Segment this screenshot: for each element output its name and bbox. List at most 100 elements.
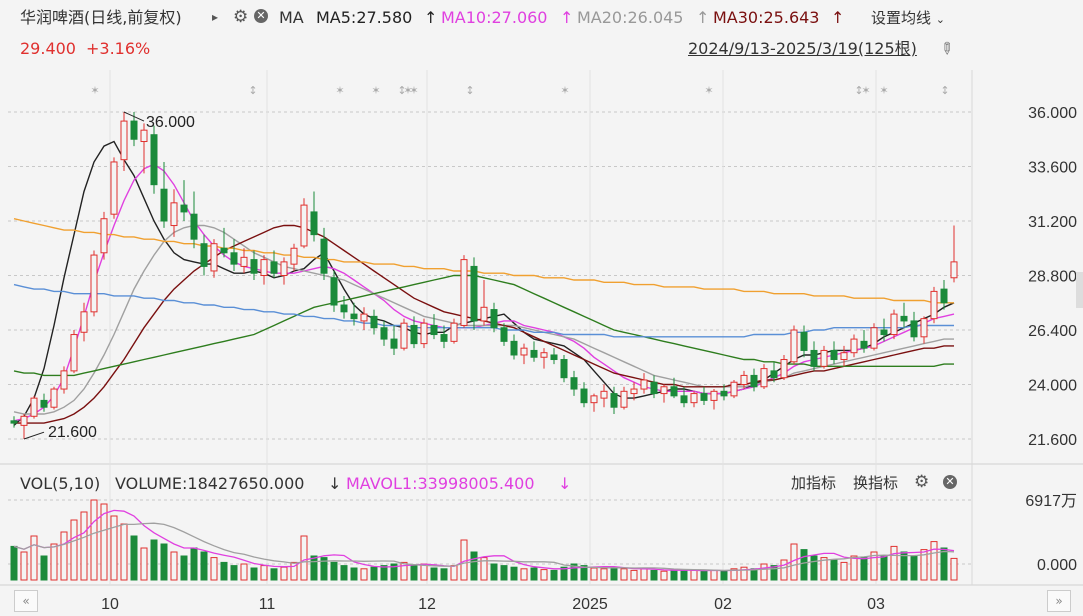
- volume-bar: [600, 568, 608, 581]
- candle-body: [420, 322, 428, 345]
- volume-bar: [150, 539, 158, 581]
- price-tick-label: 24.000: [1028, 378, 1077, 395]
- candle-body: [120, 120, 128, 161]
- gear-icon[interactable]: ⚙: [233, 7, 249, 27]
- candle-body: [570, 377, 578, 390]
- candle-body: [630, 388, 638, 395]
- switch-indicator-button[interactable]: 换指标: [853, 474, 899, 492]
- candle-body: [530, 349, 538, 358]
- candle-body: [720, 390, 728, 397]
- candle-body: [280, 261, 288, 276]
- volume-bar: [680, 569, 688, 581]
- candle-body: [780, 359, 788, 379]
- volume-bar: [260, 565, 268, 581]
- caret-right-icon[interactable]: ▸: [212, 10, 219, 24]
- set-ma-button[interactable]: 设置均线 ⌄: [871, 9, 946, 27]
- candle-body: [920, 318, 928, 338]
- volume-bar: [850, 555, 858, 581]
- x-axis-label: 12: [418, 596, 436, 613]
- candle-body: [370, 315, 378, 329]
- candle-body: [390, 338, 398, 349]
- date-range: 2024/9/13-2025/3/19(125根): [688, 39, 917, 58]
- scroll-right-button[interactable]: »: [1047, 590, 1071, 612]
- volume-bar: [280, 566, 288, 581]
- volume-gear-icon[interactable]: ⚙: [914, 472, 930, 492]
- volume-bar: [230, 565, 238, 581]
- candle-body: [710, 390, 718, 401]
- volume-bar: [490, 563, 498, 581]
- volume-tick-label: 0.000: [1037, 557, 1077, 574]
- x-axis-label: 2025: [572, 596, 608, 613]
- ma5-value: MA5:27.580: [316, 8, 413, 27]
- volume-bar: [270, 568, 278, 581]
- candle-body: [350, 313, 358, 320]
- price-tick-label: 33.600: [1028, 160, 1077, 177]
- candle-body: [950, 261, 958, 279]
- volume-bar: [930, 541, 938, 581]
- price-tick-label: 36.000: [1028, 105, 1077, 122]
- volume-bar: [340, 565, 348, 581]
- volume-bar: [180, 555, 188, 581]
- candle-body: [180, 204, 188, 213]
- ma10-value: MA10:27.060: [441, 8, 548, 27]
- price-tick-label: 21.600: [1028, 432, 1077, 449]
- event-marker-icon: ↕: [854, 84, 863, 97]
- event-marker-icon: ✶: [861, 84, 870, 97]
- x-axis-label: 02: [714, 596, 732, 613]
- volume-bar: [480, 557, 488, 581]
- volume-bar: [770, 565, 778, 581]
- ma20-line: [13, 224, 954, 415]
- candle-body: [860, 340, 868, 349]
- candle-body: [10, 420, 18, 424]
- candle-body: [100, 218, 108, 254]
- volume-bar: [910, 555, 918, 581]
- candle-body: [510, 340, 518, 356]
- candle-body: [240, 256, 248, 267]
- volume-bar: [590, 567, 598, 581]
- volume-bar: [290, 561, 298, 581]
- side-collapse-handle[interactable]: [1076, 272, 1083, 308]
- volume-close-icon[interactable]: ✕: [943, 475, 957, 489]
- scroll-left-button[interactable]: «: [14, 590, 38, 612]
- event-marker-icon: ✶: [704, 84, 713, 97]
- candle-body: [620, 390, 628, 408]
- close-icon[interactable]: ✕: [254, 9, 268, 23]
- candle-body: [50, 388, 58, 408]
- volume-bar: [130, 535, 138, 581]
- candle-body: [70, 334, 78, 372]
- volume-bar: [110, 515, 118, 581]
- event-marker-icon: ✶: [403, 84, 412, 97]
- candle-body: [680, 395, 688, 404]
- volume-bar: [880, 555, 888, 581]
- volume-bar: [860, 557, 868, 581]
- volume-bar: [70, 519, 78, 581]
- candle-body: [930, 290, 938, 320]
- candle-body: [470, 265, 478, 322]
- volume-bar: [460, 539, 468, 581]
- candle-body: [520, 347, 528, 356]
- change-percent: +3.16%: [86, 39, 151, 58]
- volume-tick-label: 6917万: [1025, 493, 1077, 510]
- volume-bar: [620, 568, 628, 581]
- candle-body: [820, 349, 828, 367]
- candle-body: [300, 204, 308, 247]
- candle-body: [560, 359, 568, 379]
- candle-body: [400, 322, 408, 349]
- candle-body: [660, 386, 668, 395]
- chevron-down-icon: ⌄: [935, 13, 946, 26]
- volume-bar: [470, 551, 478, 581]
- candle-body: [290, 247, 298, 265]
- volume-bar: [530, 567, 538, 581]
- event-marker-icon: ✶: [409, 84, 418, 97]
- volume-bar: [190, 547, 198, 581]
- candle-body: [580, 388, 588, 404]
- volume-bar: [200, 551, 208, 581]
- candle-body: [170, 202, 178, 227]
- volume-bar: [390, 563, 398, 581]
- add-indicator-button[interactable]: 加指标: [791, 474, 837, 492]
- volume-bar: [740, 566, 748, 581]
- event-marker-icon: ↕: [465, 84, 474, 97]
- volume-bar: [820, 557, 828, 581]
- candle-body: [490, 309, 498, 329]
